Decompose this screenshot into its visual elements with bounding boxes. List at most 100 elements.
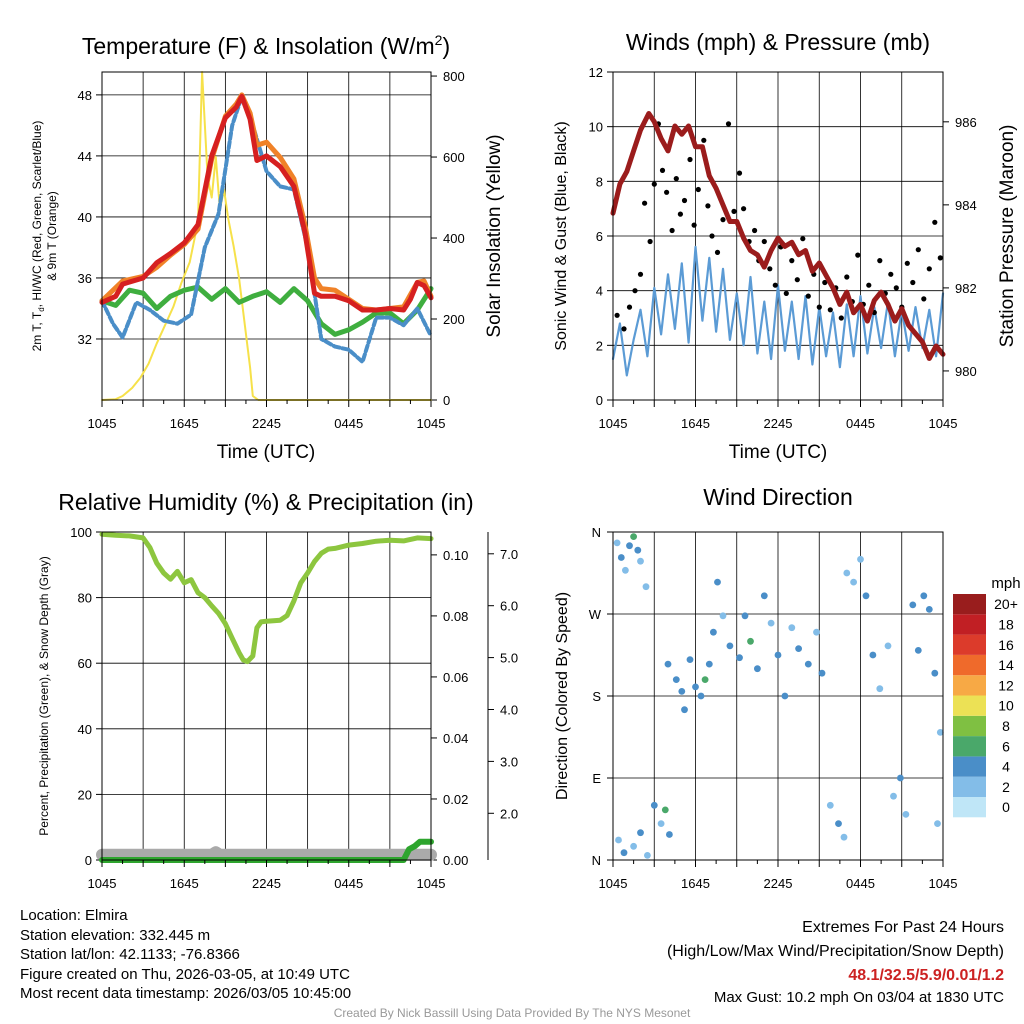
winds-gust-point <box>794 277 800 283</box>
direction-ytick-label: N <box>592 525 601 540</box>
direction-point <box>897 774 904 782</box>
winds-gust-point <box>687 156 693 163</box>
direction-point <box>613 539 621 547</box>
humidity-ylabel: Percent, Precipitation (Green), & Snow D… <box>37 556 51 835</box>
winds-gust-point <box>800 236 806 242</box>
direction-legend-label: 0 <box>1002 799 1010 815</box>
winds-gust-point <box>709 233 715 239</box>
winds-gust-point <box>705 203 711 209</box>
direction-point <box>620 849 628 857</box>
humidity-xtick-label: 2245 <box>252 876 281 891</box>
station-info: Location: Elmira Station elevation: 332.… <box>20 906 351 1004</box>
winds-ytick-label: 2 <box>596 338 603 353</box>
temperature-ylabel-line2: & 9m T (Orange) <box>45 191 59 281</box>
humidity-snow-y2tick-label: 7.0 <box>500 547 518 562</box>
direction-point <box>788 624 796 632</box>
extremes-values: 48.1/32.5/5.9/0.01/1.2 <box>848 967 1004 984</box>
humidity-ytick-label: 40 <box>78 722 92 737</box>
winds-gust-point <box>741 206 747 212</box>
direction-legend-swatch <box>953 736 986 757</box>
winds-ytick-label: 12 <box>589 65 603 80</box>
winds-gust-point <box>614 312 620 318</box>
humidity-snow-y2tick-label: 3.0 <box>500 754 518 769</box>
direction-point <box>666 831 673 838</box>
humidity-precip-y2tick-label: 0.02 <box>443 792 468 807</box>
direction-legend-label: 12 <box>998 677 1014 693</box>
direction-point <box>754 665 761 673</box>
winds-gust-point <box>701 137 707 143</box>
winds-gust-point <box>731 208 737 214</box>
direction-point <box>760 592 768 600</box>
direction-point <box>850 578 857 586</box>
direction-point <box>681 706 688 714</box>
direction-point <box>925 606 933 613</box>
humidity-snow-y2tick-label: 2.0 <box>500 806 518 821</box>
direction-ytick-label: W <box>589 607 602 622</box>
direction-ylabel: Direction (Colored By Speed) <box>554 592 571 800</box>
winds-xtick-label: 2245 <box>764 416 793 431</box>
direction-point <box>876 685 884 693</box>
direction-point <box>869 651 877 659</box>
temperature-series-4 <box>101 71 432 401</box>
humidity-precip-y2tick-label: 0.00 <box>443 853 468 868</box>
station-latlon: Station lat/lon: 42.1133; -76.8366 <box>20 946 240 963</box>
direction-point <box>697 692 705 700</box>
winds-y2tick-label: 984 <box>955 198 977 213</box>
direction-point <box>630 842 637 850</box>
station-location: Location: Elmira <box>20 907 128 924</box>
direction-point <box>795 645 802 652</box>
direction-xtick-label: 1045 <box>599 876 628 891</box>
direction-point <box>719 612 727 620</box>
direction-point <box>920 592 928 600</box>
winds-gust-point <box>725 121 732 127</box>
direction-point <box>650 801 658 809</box>
direction-point <box>914 647 922 654</box>
humidity-ytick-label: 60 <box>78 656 92 671</box>
direction-legend-label: 14 <box>998 657 1014 673</box>
most-recent-timestamp: Most recent data timestamp: 2026/03/05 1… <box>20 985 352 1002</box>
direction-legend-swatch <box>953 654 986 676</box>
direction-xtick-label: 1645 <box>681 876 710 891</box>
temperature-ytick-label: 48 <box>78 88 92 103</box>
direction-legend-label: 2 <box>1002 779 1010 795</box>
direction-point <box>701 676 709 683</box>
winds-gust-point <box>637 271 644 277</box>
direction-ytick-label: E <box>592 771 601 786</box>
winds-gust-point <box>691 222 697 228</box>
temperature-panel-title: Temperature (F) & Insolation (W/m2) <box>82 32 450 59</box>
temperature-y2tick-label: 800 <box>443 69 465 84</box>
direction-ytick-label: S <box>592 689 601 704</box>
direction-point <box>936 729 944 736</box>
winds-gust-point <box>659 167 666 173</box>
temperature-xtick-label: 1045 <box>417 416 446 431</box>
humidity-precip-y2tick-label: 0.06 <box>443 670 468 685</box>
winds-panel-title: Winds (mph) & Pressure (mb) <box>626 29 930 55</box>
winds-gust-point <box>669 227 675 234</box>
direction-xtick-label: 1045 <box>929 876 958 891</box>
winds-gust-point <box>888 271 894 277</box>
winds-gust-point <box>621 326 627 332</box>
direction-point <box>741 612 749 620</box>
winds-gust-point <box>904 260 910 266</box>
winds-ytick-label: 10 <box>589 120 603 135</box>
direction-point <box>840 833 848 841</box>
winds-gust-point <box>772 282 778 288</box>
winds-gust-point <box>915 247 921 253</box>
winds-gust-point <box>838 315 844 321</box>
winds-ylabel: Sonic Wind & Gust (Blue, Black) <box>553 121 570 350</box>
temperature-ytick-label: 32 <box>78 332 92 347</box>
direction-point <box>714 578 721 586</box>
winds-gust-point <box>642 200 648 206</box>
winds-gust-point <box>695 186 701 193</box>
direction-legend-swatch <box>953 695 986 716</box>
direction-point <box>634 546 642 554</box>
humidity-xtick-label: 1045 <box>88 876 117 891</box>
direction-point <box>664 660 672 668</box>
direction-legend-label: 4 <box>1002 759 1010 775</box>
direction-point <box>774 651 782 659</box>
direction-point <box>813 628 820 636</box>
extremes-subtitle: (High/Low/Max Wind/Precipitation/Snow De… <box>666 943 1004 960</box>
direction-point <box>884 642 892 650</box>
direction-point <box>626 542 633 550</box>
